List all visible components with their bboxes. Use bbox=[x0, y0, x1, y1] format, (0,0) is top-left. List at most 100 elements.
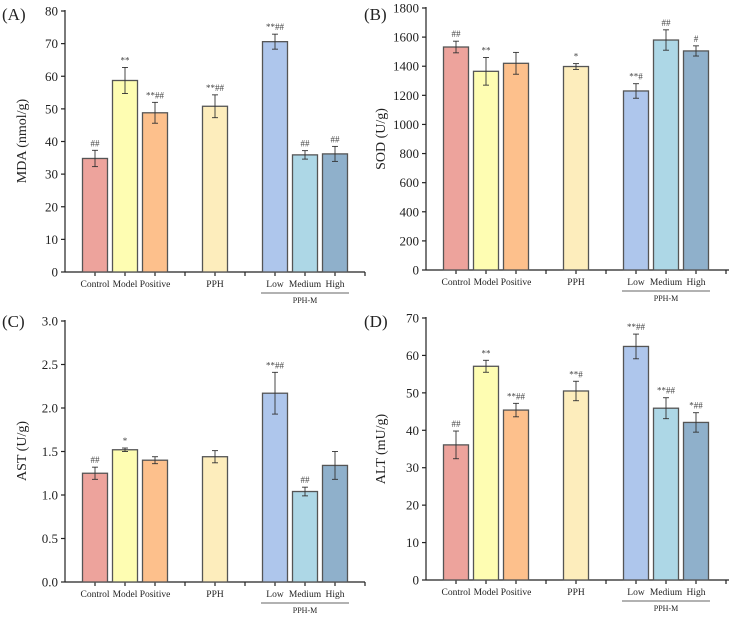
significance-mark: **## bbox=[266, 22, 285, 32]
x-category-label: Model bbox=[113, 280, 138, 290]
bar-control bbox=[81, 157, 109, 273]
y-tick-label: 2.0 bbox=[42, 401, 58, 416]
y-tick-label: 40 bbox=[406, 423, 419, 438]
significance-mark: ## bbox=[91, 138, 101, 148]
group-label: PPH-M bbox=[293, 296, 317, 305]
y-tick-label: 0.0 bbox=[42, 575, 58, 590]
x-category-label: PPH bbox=[206, 590, 224, 600]
group-label: PPH-M bbox=[654, 294, 678, 303]
panel-label: (C) bbox=[2, 312, 25, 331]
y-tick-label: 70 bbox=[406, 311, 419, 326]
panel-label: (D) bbox=[364, 312, 388, 331]
significance-mark: **# bbox=[629, 72, 643, 82]
y-axis-label: SOD (U/g) bbox=[374, 108, 389, 170]
y-tick-label: 1800 bbox=[393, 1, 419, 16]
significance-mark: # bbox=[694, 34, 699, 44]
bar-pph bbox=[562, 390, 590, 581]
y-tick-label: 200 bbox=[400, 233, 420, 248]
x-category-label: Low bbox=[266, 280, 284, 290]
y-tick-label: 0 bbox=[52, 265, 59, 280]
bar-control bbox=[442, 444, 470, 581]
significance-mark: **## bbox=[627, 322, 646, 332]
x-category-label: Medium bbox=[650, 278, 683, 288]
y-tick-label: 1.0 bbox=[42, 488, 58, 503]
x-category-label: Model bbox=[474, 588, 499, 598]
y-tick-label: 20 bbox=[406, 498, 419, 513]
y-tick-label: 1600 bbox=[393, 30, 419, 45]
x-category-label: Low bbox=[627, 278, 645, 288]
significance-mark: ## bbox=[452, 419, 462, 429]
bar-high bbox=[682, 50, 710, 271]
y-tick-label: 70 bbox=[45, 36, 58, 51]
x-category-label: Positive bbox=[501, 278, 532, 288]
y-tick-label: 600 bbox=[400, 175, 420, 190]
y-tick-label: 1.5 bbox=[42, 444, 58, 459]
bar-low bbox=[622, 345, 650, 581]
significance-mark: ** bbox=[121, 55, 131, 65]
bar-low bbox=[261, 41, 289, 273]
y-tick-label: 80 bbox=[45, 4, 58, 19]
y-tick-label: 3.0 bbox=[42, 314, 58, 329]
y-tick-label: 0 bbox=[413, 573, 420, 588]
y-tick-label: 60 bbox=[406, 348, 419, 363]
x-category-label: Control bbox=[80, 590, 109, 600]
x-category-label: Positive bbox=[501, 588, 532, 598]
y-tick-label: 30 bbox=[406, 460, 419, 475]
panel-label: (A) bbox=[2, 5, 26, 24]
panel-c-ast: (C) AST (U/g) 0.0 0.5 1.0 1.5 2.0 2.5 3.0 ## Contr… bbox=[2, 312, 366, 615]
bar-medium bbox=[291, 154, 319, 273]
significance-mark: *## bbox=[689, 401, 703, 411]
y-tick-label: 1200 bbox=[393, 88, 419, 103]
x-category-label: PPH bbox=[567, 278, 585, 288]
y-tick-label: 1000 bbox=[393, 117, 419, 132]
significance-mark: ## bbox=[662, 18, 672, 28]
x-category-label: Medium bbox=[289, 280, 322, 290]
bar-medium bbox=[652, 407, 680, 581]
bar-low bbox=[622, 90, 650, 271]
significance-mark: **## bbox=[266, 360, 285, 370]
x-category-label: Model bbox=[113, 590, 138, 600]
group-label: PPH-M bbox=[654, 604, 678, 613]
significance-mark: **## bbox=[657, 386, 676, 396]
x-category-label: PPH bbox=[206, 280, 224, 290]
x-category-label: Medium bbox=[650, 588, 683, 598]
bar-positive bbox=[141, 459, 169, 583]
y-tick-label: 30 bbox=[45, 167, 58, 182]
bar-positive bbox=[141, 112, 169, 273]
significance-mark: ## bbox=[452, 29, 462, 39]
x-category-label: High bbox=[687, 588, 706, 598]
x-category-label: Control bbox=[80, 280, 109, 290]
x-category-label: Control bbox=[441, 588, 470, 598]
bar-control bbox=[442, 46, 470, 271]
bar-model bbox=[111, 79, 139, 273]
y-tick-label: 400 bbox=[400, 204, 420, 219]
significance-mark: ## bbox=[91, 455, 101, 465]
x-category-label: High bbox=[326, 590, 345, 600]
bar-positive bbox=[502, 409, 530, 581]
group-label: PPH-M bbox=[293, 606, 317, 615]
significance-mark: ## bbox=[301, 475, 311, 485]
y-tick-label: 60 bbox=[45, 69, 58, 84]
y-tick-label: 50 bbox=[45, 101, 58, 116]
y-tick-label: 1400 bbox=[393, 59, 419, 74]
y-tick-label: 50 bbox=[406, 385, 419, 400]
significance-mark: **## bbox=[146, 90, 165, 100]
x-category-label: PPH bbox=[567, 588, 585, 598]
y-tick-label: 0 bbox=[413, 263, 420, 278]
y-tick-label: 800 bbox=[400, 146, 420, 161]
panel-b-sod: (B) SOD (U/g) 0 200 400 600 800 1000 1200 1400 160… bbox=[364, 1, 729, 303]
x-category-label: Low bbox=[627, 588, 645, 598]
x-category-label: Low bbox=[266, 590, 284, 600]
bar-pph bbox=[201, 105, 229, 273]
x-category-label: High bbox=[687, 278, 706, 288]
bar-high bbox=[321, 153, 349, 273]
significance-mark: ## bbox=[301, 139, 311, 149]
bar-medium bbox=[291, 490, 319, 583]
x-category-label: Control bbox=[441, 278, 470, 288]
bar-model bbox=[111, 449, 139, 583]
y-tick-label: 10 bbox=[406, 535, 419, 550]
bar-control bbox=[81, 472, 109, 583]
y-tick-label: 10 bbox=[45, 232, 58, 247]
y-tick-label: 0.5 bbox=[42, 531, 58, 546]
